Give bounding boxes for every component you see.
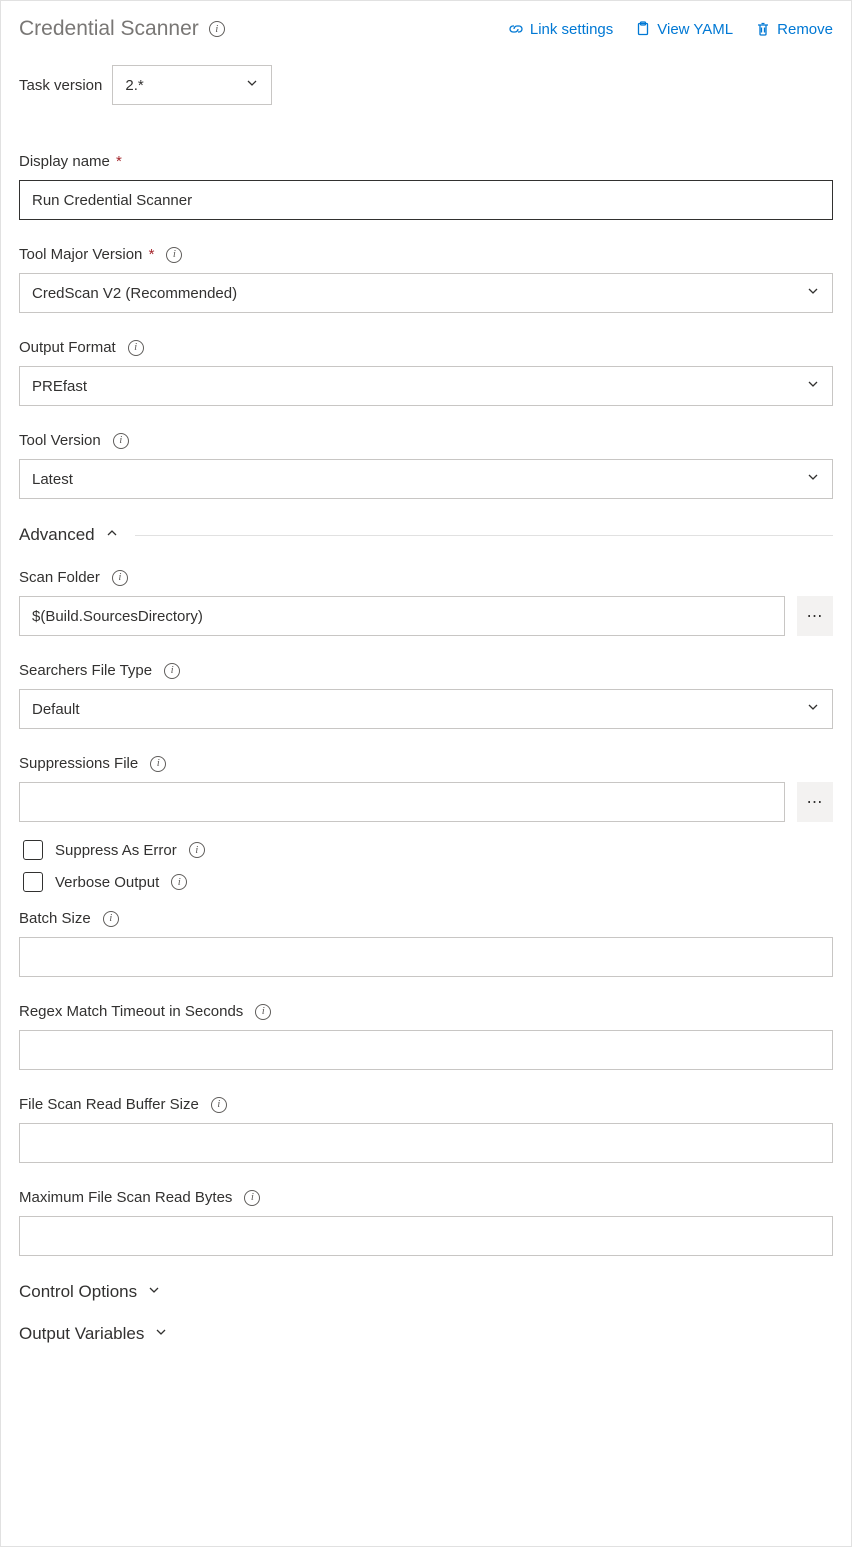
suppressions-file-browse-button[interactable]: ⋯ xyxy=(797,782,833,822)
title-info-icon[interactable] xyxy=(209,21,225,37)
display-name-input[interactable] xyxy=(19,180,833,220)
info-icon[interactable] xyxy=(150,756,166,772)
regex-timeout-input[interactable] xyxy=(19,1030,833,1070)
tool-version-value: Latest xyxy=(32,471,73,488)
view-yaml-label: View YAML xyxy=(657,21,733,38)
batch-size-label: Batch Size xyxy=(19,910,91,927)
control-options-title: Control Options xyxy=(19,1282,137,1302)
info-icon[interactable] xyxy=(211,1097,227,1113)
chevron-down-icon xyxy=(154,1324,168,1344)
verbose-output-label: Verbose Output xyxy=(55,874,159,891)
link-settings-label: Link settings xyxy=(530,21,613,38)
max-file-scan-bytes-label: Maximum File Scan Read Bytes xyxy=(19,1189,232,1206)
task-version-select[interactable]: 2.* xyxy=(112,65,272,105)
output-format-field: Output Format PREfast xyxy=(19,339,833,406)
output-format-select[interactable]: PREfast xyxy=(19,366,833,406)
advanced-title: Advanced xyxy=(19,525,95,545)
scan-folder-label: Scan Folder xyxy=(19,569,100,586)
chevron-down-icon xyxy=(806,700,820,718)
suppress-as-error-row: Suppress As Error xyxy=(23,840,833,860)
chevron-up-icon xyxy=(105,525,119,545)
file-scan-buffer-label: File Scan Read Buffer Size xyxy=(19,1096,199,1113)
display-name-label: Display name xyxy=(19,153,110,170)
info-icon[interactable] xyxy=(128,340,144,356)
scan-folder-input[interactable] xyxy=(19,596,785,636)
task-version-value: 2.* xyxy=(125,77,143,94)
info-icon[interactable] xyxy=(103,911,119,927)
divider xyxy=(135,535,833,536)
title-wrap: Credential Scanner xyxy=(19,17,225,41)
header-row: Credential Scanner Link settings View YA… xyxy=(19,17,833,41)
suppressions-file-field: Suppressions File ⋯ xyxy=(19,755,833,822)
task-version-row: Task version 2.* xyxy=(19,65,833,105)
output-variables-header[interactable]: Output Variables xyxy=(19,1324,833,1344)
output-format-label: Output Format xyxy=(19,339,116,356)
info-icon[interactable] xyxy=(189,842,205,858)
searchers-file-type-field: Searchers File Type Default xyxy=(19,662,833,729)
tool-major-version-label: Tool Major Version xyxy=(19,246,142,263)
searchers-file-type-value: Default xyxy=(32,701,80,718)
scan-folder-browse-button[interactable]: ⋯ xyxy=(797,596,833,636)
view-yaml-button[interactable]: View YAML xyxy=(635,21,733,38)
ellipsis-icon: ⋯ xyxy=(807,606,824,626)
link-icon xyxy=(508,21,524,37)
regex-timeout-field: Regex Match Timeout in Seconds xyxy=(19,1003,833,1070)
regex-timeout-label: Regex Match Timeout in Seconds xyxy=(19,1003,243,1020)
link-settings-button[interactable]: Link settings xyxy=(508,21,613,38)
info-icon[interactable] xyxy=(244,1190,260,1206)
tool-major-version-value: CredScan V2 (Recommended) xyxy=(32,285,237,302)
tool-version-select[interactable]: Latest xyxy=(19,459,833,499)
file-scan-buffer-input[interactable] xyxy=(19,1123,833,1163)
info-icon[interactable] xyxy=(171,874,187,890)
info-icon[interactable] xyxy=(164,663,180,679)
batch-size-input[interactable] xyxy=(19,937,833,977)
task-version-label: Task version xyxy=(19,77,102,94)
suppress-as-error-checkbox[interactable] xyxy=(23,840,43,860)
required-marker: * xyxy=(149,246,155,263)
tool-version-field: Tool Version Latest xyxy=(19,432,833,499)
chevron-down-icon xyxy=(806,470,820,488)
ellipsis-icon: ⋯ xyxy=(807,792,824,812)
advanced-section-header[interactable]: Advanced xyxy=(19,525,833,545)
chevron-down-icon xyxy=(245,76,259,94)
suppress-as-error-label: Suppress As Error xyxy=(55,842,177,859)
tool-version-label: Tool Version xyxy=(19,432,101,449)
max-file-scan-bytes-field: Maximum File Scan Read Bytes xyxy=(19,1189,833,1256)
info-icon[interactable] xyxy=(112,570,128,586)
chevron-down-icon xyxy=(806,377,820,395)
verbose-output-row: Verbose Output xyxy=(23,872,833,892)
chevron-down-icon xyxy=(147,1282,161,1302)
info-icon[interactable] xyxy=(166,247,182,263)
header-actions: Link settings View YAML Remove xyxy=(508,21,833,38)
suppressions-file-input[interactable] xyxy=(19,782,785,822)
required-marker: * xyxy=(116,153,122,170)
max-file-scan-bytes-input[interactable] xyxy=(19,1216,833,1256)
searchers-file-type-label: Searchers File Type xyxy=(19,662,152,679)
trash-icon xyxy=(755,21,771,37)
remove-label: Remove xyxy=(777,21,833,38)
info-icon[interactable] xyxy=(255,1004,271,1020)
suppressions-file-label: Suppressions File xyxy=(19,755,138,772)
control-options-header[interactable]: Control Options xyxy=(19,1282,833,1302)
task-editor-panel: Credential Scanner Link settings View YA… xyxy=(0,0,852,1547)
remove-button[interactable]: Remove xyxy=(755,21,833,38)
chevron-down-icon xyxy=(806,284,820,302)
output-variables-title: Output Variables xyxy=(19,1324,144,1344)
verbose-output-checkbox[interactable] xyxy=(23,872,43,892)
searchers-file-type-select[interactable]: Default xyxy=(19,689,833,729)
file-scan-buffer-field: File Scan Read Buffer Size xyxy=(19,1096,833,1163)
info-icon[interactable] xyxy=(113,433,129,449)
page-title: Credential Scanner xyxy=(19,17,199,41)
output-format-value: PREfast xyxy=(32,378,87,395)
clipboard-icon xyxy=(635,21,651,37)
display-name-field: Display name * xyxy=(19,153,833,220)
scan-folder-field: Scan Folder ⋯ xyxy=(19,569,833,636)
batch-size-field: Batch Size xyxy=(19,910,833,977)
tool-major-version-select[interactable]: CredScan V2 (Recommended) xyxy=(19,273,833,313)
tool-major-version-field: Tool Major Version * CredScan V2 (Recomm… xyxy=(19,246,833,313)
